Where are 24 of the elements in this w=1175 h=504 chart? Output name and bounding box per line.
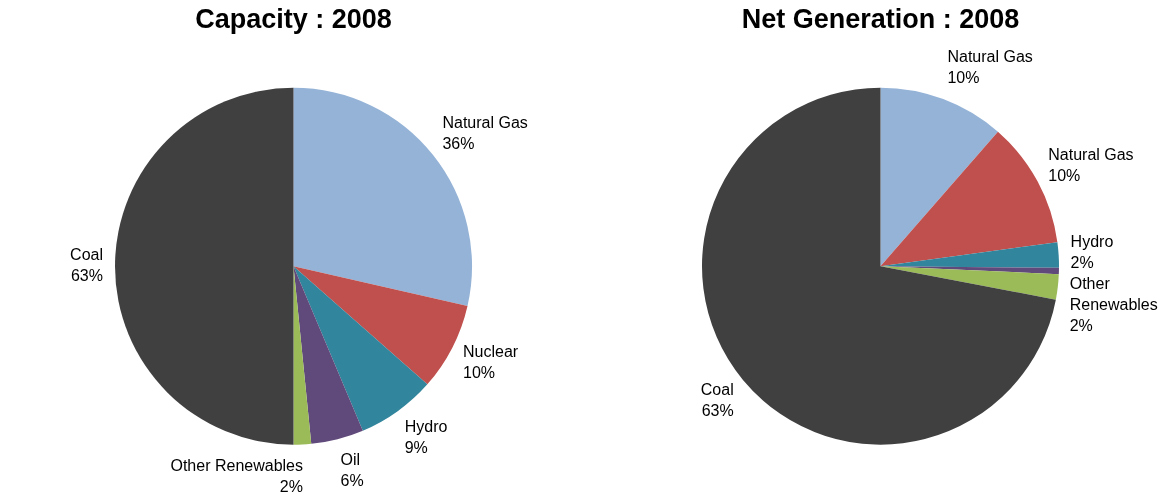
- data-label: 2%: [279, 478, 303, 496]
- data-label: 10%: [947, 69, 980, 87]
- slice-label: Natural Gas: [1048, 145, 1134, 163]
- data-label: 10%: [1048, 166, 1081, 184]
- data-label: 63%: [70, 267, 103, 285]
- data-label: 2%: [1069, 316, 1093, 334]
- data-label: 9%: [404, 438, 428, 456]
- data-label: 6%: [340, 472, 364, 490]
- chart-title: Capacity : 2008: [195, 3, 392, 34]
- slice-label: Hydro: [404, 417, 448, 435]
- slice-label: Natural Gas: [947, 48, 1033, 66]
- slice-label: Oil: [340, 451, 361, 469]
- slice-label: Coal: [700, 380, 734, 398]
- slice-label: Other Renewables: [170, 457, 303, 475]
- data-label: 2%: [1070, 253, 1094, 271]
- slice-label: Coal: [70, 246, 103, 264]
- slice-label: Hydro: [1070, 232, 1114, 250]
- data-label: 10%: [463, 363, 496, 381]
- data-label: 63%: [701, 401, 734, 419]
- slice-label: Other Renewables: [1069, 274, 1158, 313]
- data-label: 36%: [442, 135, 475, 153]
- chart-title: Net Generation : 2008: [741, 3, 1020, 34]
- slice-label: Nuclear: [463, 342, 519, 360]
- slice-label: Natural Gas: [442, 114, 528, 132]
